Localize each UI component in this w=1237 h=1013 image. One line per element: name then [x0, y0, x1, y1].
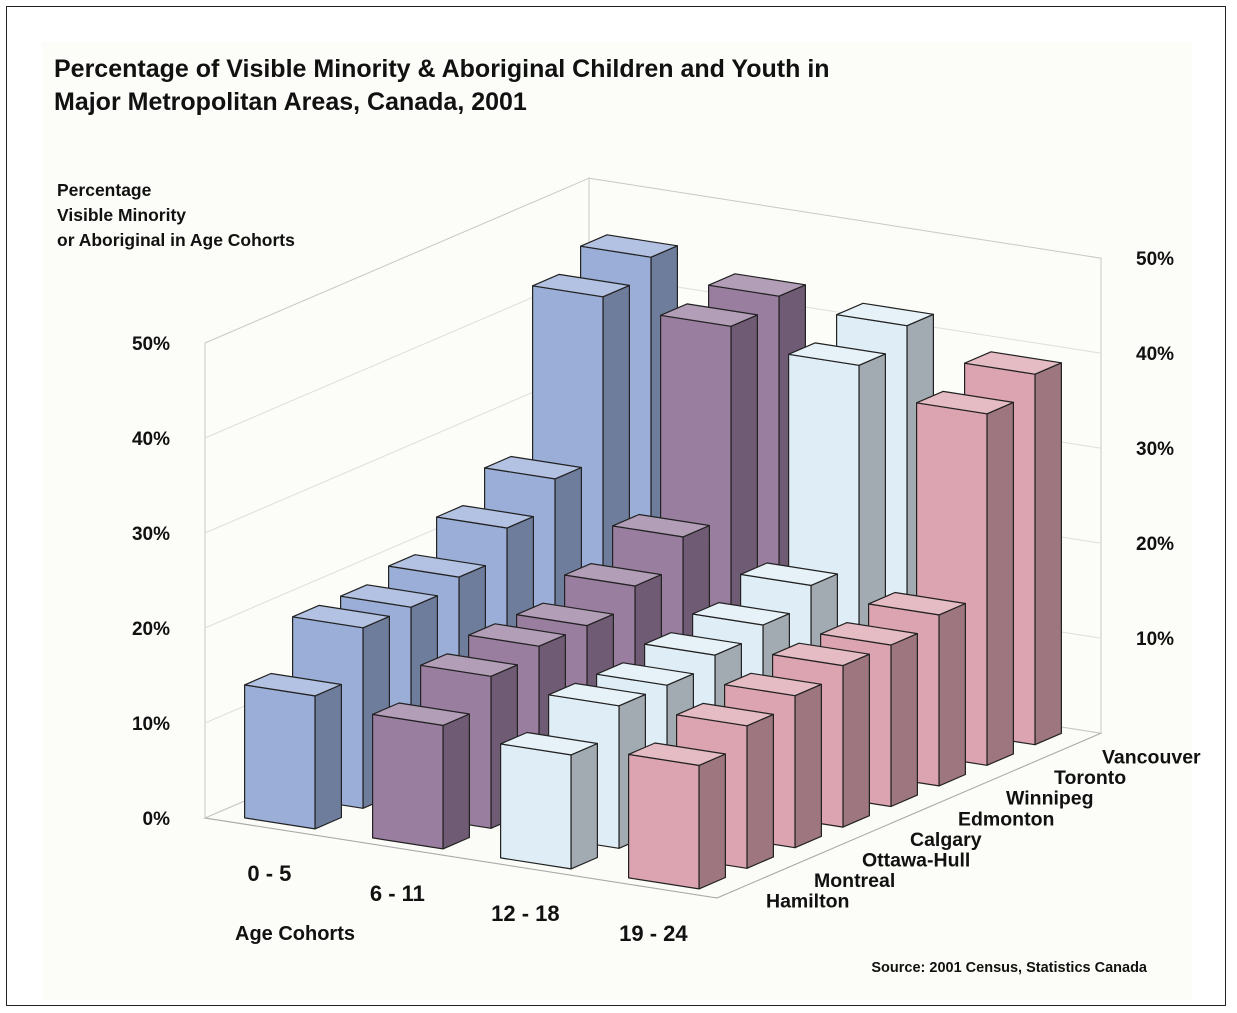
left-tick-label: 30% — [132, 524, 170, 545]
left-tick-label: 40% — [132, 429, 170, 450]
bar-1-0 — [372, 702, 470, 850]
category-label: 19 - 24 — [619, 921, 688, 946]
chart-title-line-2: Major Metropolitan Areas, Canada, 2001 — [54, 88, 527, 116]
chart-bars — [244, 234, 1063, 890]
x-axis-title: Age Cohorts — [235, 923, 355, 945]
city-label: Edmonton — [958, 808, 1054, 830]
left-tick-label: 50% — [132, 334, 170, 355]
right-tick-label: 30% — [1136, 439, 1174, 460]
city-label: Hamilton — [766, 891, 849, 913]
bar-2-0 — [500, 731, 599, 870]
right-tick-label: 40% — [1136, 344, 1174, 365]
y-axis-label-line-3: or Aboriginal in Age Cohorts — [57, 230, 295, 250]
category-label: 6 - 11 — [370, 881, 425, 906]
y-axis-label-line-2: Visible Minority — [57, 205, 187, 225]
city-label: Calgary — [910, 829, 982, 851]
city-label: Winnipeg — [1006, 788, 1094, 810]
chart-axis-labels: 0% 10% 20% 30% 40% 50% 10% 20% 30% 40% 50% 0 - 5 6 -… — [132, 249, 1201, 946]
category-label: 12 - 18 — [491, 901, 560, 926]
left-tick-label: 0% — [143, 809, 171, 830]
city-label: Toronto — [1054, 767, 1126, 789]
city-label: Ottawa-Hull — [862, 850, 970, 872]
right-tick-label: 10% — [1136, 629, 1174, 650]
right-tick-label: 50% — [1136, 249, 1174, 270]
category-label: 0 - 5 — [247, 861, 291, 886]
bar-3-0 — [627, 742, 727, 890]
source-note: Source: 2001 Census, Statistics Canada — [871, 960, 1147, 976]
right-tick-label: 20% — [1136, 534, 1174, 555]
city-label: Vancouver — [1102, 747, 1201, 769]
left-tick-label: 20% — [132, 619, 170, 640]
chart-title-line-1: Percentage of Visible Minority & Aborigi… — [54, 55, 830, 83]
left-tick-label: 10% — [132, 714, 170, 735]
y-axis-label-line-1: Percentage — [57, 180, 152, 200]
x-axis-line — [204, 817, 718, 899]
bar-0-0 — [244, 672, 342, 830]
city-label: Montreal — [814, 870, 895, 892]
depth-axis-line — [716, 732, 1102, 899]
